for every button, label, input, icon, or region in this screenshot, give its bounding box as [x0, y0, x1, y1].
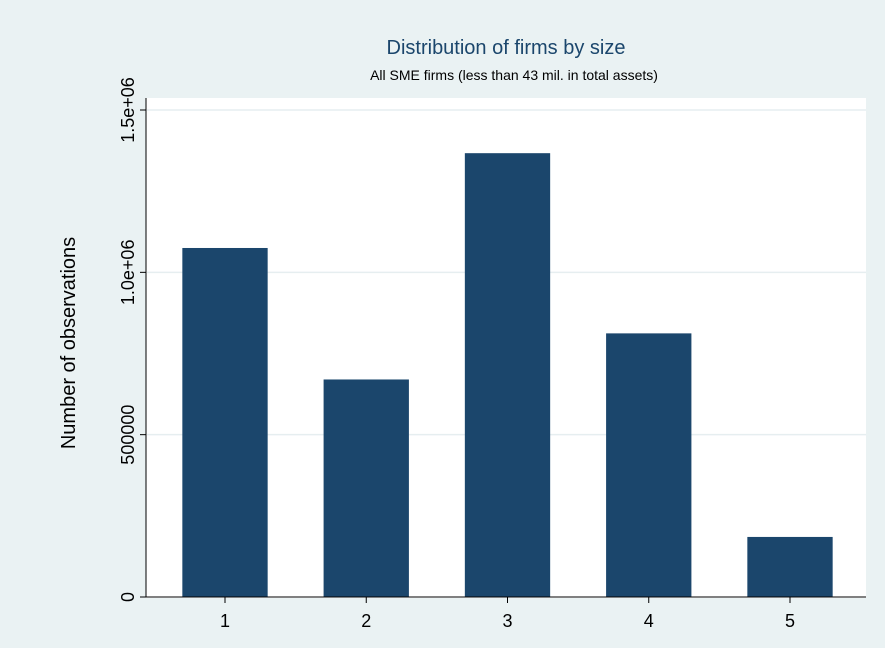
y-axis-label: Number of observations	[58, 237, 80, 449]
bar-4	[606, 333, 692, 597]
chart-title: Distribution of firms by size	[387, 37, 626, 59]
bar-1	[182, 247, 268, 597]
x-tick-label-3: 3	[502, 611, 512, 631]
y-tick-label-2: 1.0e+06	[118, 240, 138, 306]
y-tick-label-0: 0	[118, 592, 138, 602]
y-tick-label-1: 500000	[118, 405, 138, 465]
axes: 0 500000 1.0e+06 1.5e+06 1 2 3 4 5	[118, 77, 866, 631]
bar-5	[747, 536, 833, 597]
x-tick-label-2: 2	[361, 611, 371, 631]
y-tick-label-3: 1.5e+06	[118, 77, 138, 143]
x-tick-label-5: 5	[785, 611, 795, 631]
x-tick-label-1: 1	[220, 611, 230, 631]
x-tick-label-4: 4	[644, 611, 654, 631]
chart-subtitle: All SME firms (less than 43 mil. in tota…	[370, 67, 658, 83]
bars	[182, 153, 833, 597]
bar-2	[323, 379, 409, 597]
bar-3	[464, 153, 551, 597]
